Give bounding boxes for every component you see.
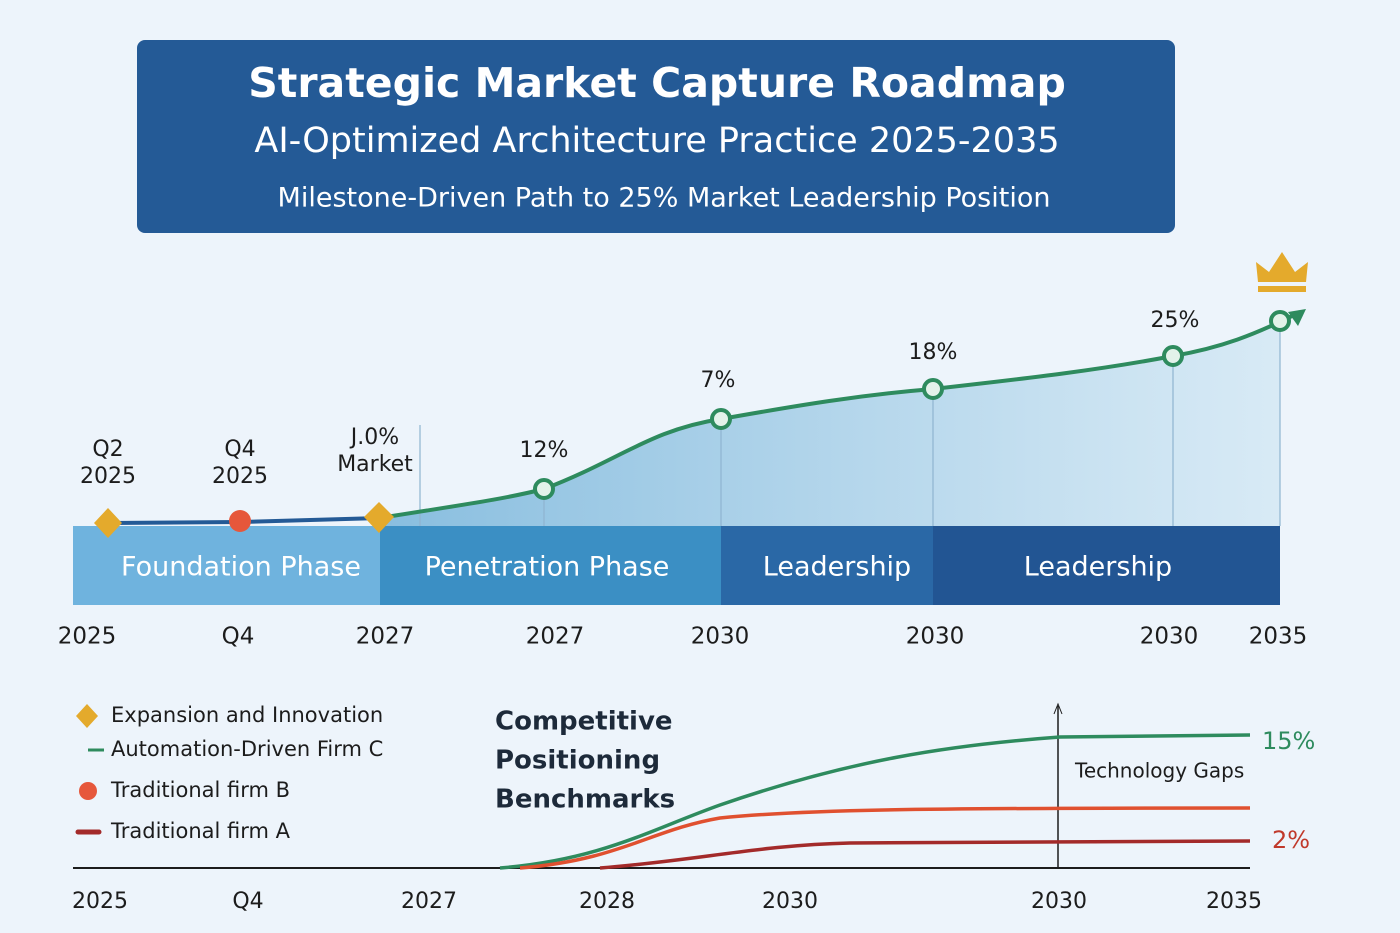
curve-firm-c <box>499 733 1251 870</box>
x-axis-label: 2025 <box>58 624 117 650</box>
phase-band <box>380 526 721 605</box>
x-axis-label: Q4 <box>232 889 263 914</box>
x-axis-label: 2030 <box>1031 889 1087 914</box>
milestone-label: 12% <box>520 438 569 463</box>
x-axis-label: 2028 <box>579 889 635 914</box>
annotation-arrow <box>1053 702 1063 715</box>
x-axis-label: 2030 <box>691 624 750 650</box>
milestone-marker <box>229 510 251 532</box>
x-axis-label: 2027 <box>356 624 415 650</box>
legend-label: Automation-Driven Firm C <box>111 737 383 761</box>
crown-icon <box>1256 252 1308 292</box>
end-label: 2% <box>1272 826 1310 854</box>
legend-label: Traditional firm B <box>110 778 290 802</box>
legend-marker <box>76 704 98 728</box>
milestone-label: 18% <box>909 340 958 365</box>
benchmark-title: Positioning <box>495 746 660 776</box>
milestone-marker <box>94 508 122 538</box>
end-label: 15% <box>1262 727 1315 755</box>
benchmark-title: Competitive <box>495 707 673 737</box>
title: Strategic Market Capture Roadmap <box>248 59 1066 107</box>
phase-label: Penetration Phase <box>425 552 670 583</box>
annotation: Technology Gaps <box>1074 759 1244 783</box>
tagline: Milestone-Driven Path to 25% Market Lead… <box>278 183 1051 214</box>
milestone-label: 2025 <box>80 464 136 489</box>
x-axis-label: 2025 <box>72 889 128 914</box>
area <box>380 320 1280 526</box>
x-axis-label: 2030 <box>762 889 818 914</box>
legend-marker <box>79 782 97 800</box>
header-box <box>137 40 1175 233</box>
milestone-label: Q4 <box>224 437 255 462</box>
x-axis-label: 2035 <box>1249 624 1308 650</box>
x-axis-label: Q4 <box>222 624 255 650</box>
x-axis-label: 2030 <box>906 624 965 650</box>
legend-label: Traditional firm A <box>110 819 291 843</box>
x-axis-label: 2030 <box>1140 624 1199 650</box>
curve-firm-a <box>599 839 1251 870</box>
curve-firm-b <box>519 806 1251 870</box>
legend-label: Expansion and Innovation <box>111 703 383 727</box>
x-axis-label: 2027 <box>526 624 585 650</box>
phase-band <box>933 526 1280 605</box>
milestone-label: Q2 <box>92 437 123 462</box>
phase-label: Foundation Phase <box>121 552 361 583</box>
arrowhead <box>1288 309 1306 326</box>
x-axis-label: 2035 <box>1206 889 1262 914</box>
phase-band <box>73 526 380 605</box>
milestone-label: J.0% <box>349 425 399 450</box>
benchmark-title: Benchmarks <box>495 785 675 815</box>
milestone-label: 7% <box>701 368 736 393</box>
milestone-label: 2025 <box>212 464 268 489</box>
x-axis-label: 2027 <box>401 889 457 914</box>
phase-band <box>721 526 933 605</box>
phase-label: Leadership <box>763 552 911 583</box>
milestone-marker <box>364 502 394 533</box>
milestone-label: Market <box>337 452 413 477</box>
subtitle: AI-Optimized Architecture Practice 2025-… <box>254 121 1059 161</box>
guides <box>419 320 1281 526</box>
milestone-points <box>533 310 1291 500</box>
phase-label: Leadership <box>1024 552 1172 583</box>
milestone-label: 25% <box>1151 308 1200 333</box>
